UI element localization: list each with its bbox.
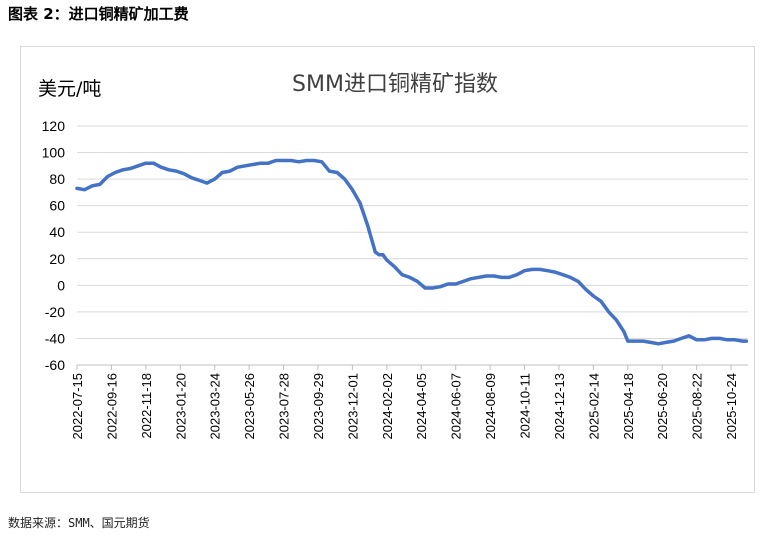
- x-tick-label: 2023-07-28: [277, 373, 292, 440]
- x-tick-labels: 2022-07-15 2022-09-16 2022-11-18 2023-01-20…: [70, 373, 739, 440]
- x-tick-label: 2023-01-20: [173, 373, 188, 440]
- y-tick-label: 40: [49, 224, 65, 240]
- x-tick-label: 2024-06-07: [449, 373, 464, 440]
- x-tick-label: 2024-10-11: [518, 373, 533, 439]
- x-tick-label: 2022-11-18: [139, 373, 154, 439]
- y-tick-labels: 120 100 80 60 40 20 0 -20 -40 -60: [42, 118, 66, 373]
- x-tick-label: 2024-08-09: [483, 373, 498, 440]
- x-tick-label: 2023-05-26: [242, 373, 257, 440]
- x-tick-label: 2022-07-15: [70, 373, 85, 440]
- series-line: [75, 158, 749, 346]
- y-axis-unit-label: 美元/吨: [38, 78, 101, 100]
- x-tick-label: 2025-08-22: [690, 373, 705, 440]
- x-tick-label: 2025-06-20: [655, 373, 670, 440]
- series-layer: [75, 158, 749, 346]
- x-tick-label: 2024-12-13: [552, 373, 567, 440]
- x-tick-label: 2025-04-18: [621, 373, 636, 440]
- y-tick-label: 0: [57, 277, 65, 293]
- chart-title: SMM进口铜精矿指数: [292, 72, 498, 97]
- y-tick-label: 20: [49, 251, 65, 267]
- x-tick-label: 2024-04-05: [414, 373, 429, 440]
- chart-frame: [20, 46, 755, 493]
- y-tick-label: 60: [49, 198, 65, 214]
- source-note: 数据来源：SMM、国元期货: [8, 516, 150, 530]
- x-tick-label: 2025-02-14: [586, 373, 601, 440]
- gridlines: [76, 125, 748, 370]
- x-tick-label: 2025-10-24: [724, 373, 739, 440]
- x-tick-label: 2023-12-01: [345, 373, 360, 440]
- y-tick-label: 120: [42, 118, 66, 134]
- y-tick-label: -20: [45, 304, 65, 320]
- figure-caption: 图表 2：进口铜精矿加工费: [8, 5, 189, 23]
- y-tick-label: 80: [49, 171, 65, 187]
- x-tick-label: 2023-09-29: [311, 373, 326, 440]
- x-tick-label: 2022-09-16: [104, 373, 119, 440]
- x-tick-label: 2024-02-02: [380, 373, 395, 440]
- y-tick-label: 100: [42, 145, 66, 161]
- x-tick-label: 2023-03-24: [208, 373, 223, 440]
- y-tick-label: -60: [45, 357, 65, 373]
- y-tick-label: -40: [45, 330, 65, 346]
